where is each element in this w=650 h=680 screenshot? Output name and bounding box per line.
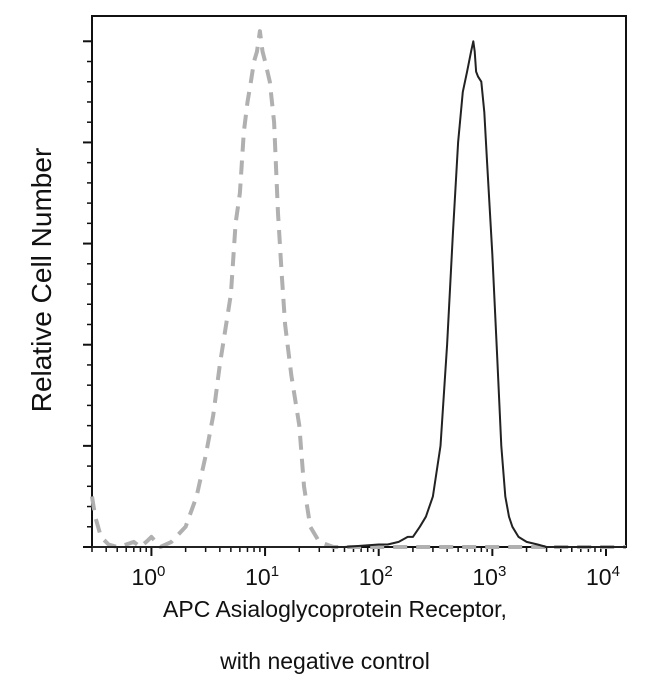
x-tick-label: 104 [586,563,620,590]
x-tick-label: 101 [245,563,279,590]
y-axis-ticks [83,40,92,548]
x-tick-label: 102 [359,563,393,590]
x-tick-label: 103 [472,563,506,590]
plot-frame [91,15,627,548]
x-tick-label: 100 [131,563,165,590]
receptor-histogram [92,40,626,548]
x-axis-label-line-1: APC Asialoglycoprotein Receptor, [163,596,507,622]
x-axis-label-line-2: with negative control [220,648,430,674]
series-layer [90,29,626,549]
x-axis-tick-labels: 100 101 102 103 104 [131,563,620,590]
negative-control-histogram [90,29,626,549]
y-axis-label: Relative Cell Number [26,147,57,413]
